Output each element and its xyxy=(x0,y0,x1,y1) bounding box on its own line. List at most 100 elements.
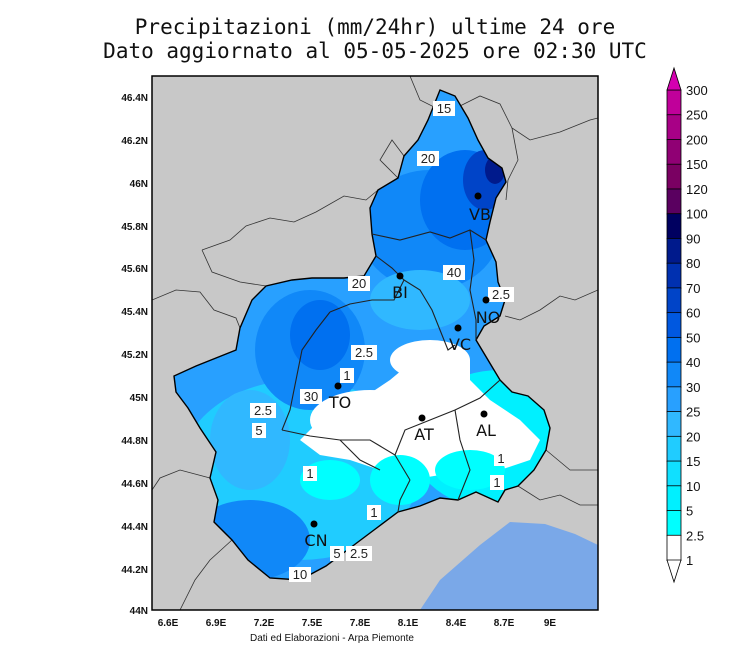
lat-tick: 44N xyxy=(130,606,148,617)
contour-label: 20 xyxy=(421,151,435,166)
colorbar-min-arrow xyxy=(666,559,682,584)
lat-tick: 45N xyxy=(130,393,148,404)
colorbar-label: 120 xyxy=(686,182,708,197)
colorbar-segment xyxy=(666,435,682,462)
colorbar-segment xyxy=(666,89,682,116)
colorbar-label: 250 xyxy=(686,108,708,123)
lat-tick: 45.2N xyxy=(121,350,148,361)
lon-tick: 6.9E xyxy=(206,618,227,629)
colorbar-label: 40 xyxy=(686,355,700,370)
map-frame xyxy=(151,75,599,611)
cities: VB BI NO VC TO AT AL CN xyxy=(304,192,501,550)
lat-tick: 44.4N xyxy=(121,522,148,533)
map-subtitle: Dato aggiornato al 05-05-2025 ore 02:30 … xyxy=(103,39,647,63)
colorbar-segment xyxy=(666,312,682,339)
city-label: VB xyxy=(469,205,491,224)
contour-label: 1 xyxy=(370,505,377,520)
lat-tick: 45.6N xyxy=(121,264,148,275)
colorbar-label: 70 xyxy=(686,281,700,296)
contour-label: 1 xyxy=(306,466,313,481)
colorbar-segment xyxy=(666,361,682,388)
lat-tick: 46N xyxy=(130,179,148,190)
lat-tick: 46.2N xyxy=(121,136,148,147)
city-label: BI xyxy=(392,283,408,302)
contour-label: 30 xyxy=(304,389,318,404)
lat-tick: 46.4N xyxy=(121,93,148,104)
lat-axis: 46.4N 46.2N 46N 45.8N 45.6N 45.4N 45.2N … xyxy=(121,93,148,617)
colorbar-label: 30 xyxy=(686,380,700,395)
colorbar-label: 15 xyxy=(686,454,700,469)
contour-label: 1 xyxy=(493,475,500,490)
city-label: AT xyxy=(414,425,434,444)
colorbar-segment xyxy=(666,287,682,314)
lat-tick: 44.6N xyxy=(121,479,148,490)
colorbar-segment xyxy=(666,534,682,561)
colorbar-label: 25 xyxy=(686,405,700,420)
colorbar-segment xyxy=(666,188,682,215)
lon-tick: 7.5E xyxy=(302,618,323,629)
colorbar: 3002502001501201009080706050403025201510… xyxy=(666,66,708,584)
city-label: VC xyxy=(449,335,471,354)
contour-label: 2.5 xyxy=(492,287,510,302)
colorbar-label: 200 xyxy=(686,132,708,147)
lon-tick: 9E xyxy=(544,618,557,629)
lat-tick: 45.8N xyxy=(121,222,148,233)
colorbar-label: 100 xyxy=(686,207,708,222)
city-label: CN xyxy=(304,531,327,550)
colorbar-segment xyxy=(666,238,682,265)
colorbar-label: 1 xyxy=(686,553,693,568)
lon-tick: 8.7E xyxy=(494,618,515,629)
colorbar-label: 50 xyxy=(686,330,700,345)
colorbar-label: 80 xyxy=(686,256,700,271)
lat-tick: 45.4N xyxy=(121,307,148,318)
contour-label: 1 xyxy=(343,368,350,383)
colorbar-max-arrow xyxy=(666,66,682,91)
colorbar-label: 60 xyxy=(686,306,700,321)
colorbar-label: 20 xyxy=(686,429,700,444)
lon-tick: 8.4E xyxy=(446,618,467,629)
contour-label: 5 xyxy=(255,423,262,438)
contour-labels: 15 20 40 20 2.5 2.5 1 30 2.5 5 1 1 1 1 5… xyxy=(250,101,514,582)
contour-label: 2.5 xyxy=(355,345,373,360)
colorbar-segment xyxy=(666,213,682,240)
colorbar-segment xyxy=(666,262,682,289)
city-label: TO xyxy=(328,393,351,412)
colorbar-segment xyxy=(666,411,682,438)
colorbar-label: 90 xyxy=(686,231,700,246)
colorbar-segment xyxy=(666,485,682,512)
contour-label: 40 xyxy=(447,265,461,280)
lon-tick: 7.2E xyxy=(254,618,275,629)
colorbar-label: 2.5 xyxy=(686,528,704,543)
contour-label: 5 xyxy=(333,546,340,561)
lat-tick: 44.2N xyxy=(121,565,148,576)
city-label: NO xyxy=(476,308,501,327)
colorbar-segment xyxy=(666,114,682,141)
lon-tick: 7.8E xyxy=(350,618,371,629)
colorbar-segment xyxy=(666,386,682,413)
colorbar-segment xyxy=(666,510,682,537)
map-title: Precipitazioni (mm/24hr) ultime 24 ore xyxy=(134,15,616,39)
lon-tick: 6.6E xyxy=(158,618,179,629)
colorbar-segment xyxy=(666,139,682,166)
colorbar-segment xyxy=(666,336,682,364)
contour-label: 15 xyxy=(437,101,451,116)
city-label: AL xyxy=(476,421,496,440)
sea-area xyxy=(420,522,598,610)
neighbour-borders xyxy=(152,76,598,610)
colorbar-label: 150 xyxy=(686,157,708,172)
contour-label: 2.5 xyxy=(350,546,368,561)
credit-text: Dati ed Elaborazioni - Arpa Piemonte xyxy=(250,633,414,644)
province-borders xyxy=(281,229,501,513)
contour-label: 20 xyxy=(352,276,366,291)
colorbar-label: 5 xyxy=(686,504,693,519)
contour-label: 2.5 xyxy=(254,403,272,418)
lon-tick: 8.1E xyxy=(398,618,419,629)
lon-axis: 6.6E 6.9E 7.2E 7.5E 7.8E 8.1E 8.4E 8.7E … xyxy=(158,618,557,629)
colorbar-label: 300 xyxy=(686,83,708,98)
contour-label: 1 xyxy=(497,451,504,466)
contour-label: 10 xyxy=(293,567,307,582)
lat-tick: 44.8N xyxy=(121,436,148,447)
colorbar-label: 10 xyxy=(686,479,700,494)
colorbar-segment xyxy=(666,460,682,487)
